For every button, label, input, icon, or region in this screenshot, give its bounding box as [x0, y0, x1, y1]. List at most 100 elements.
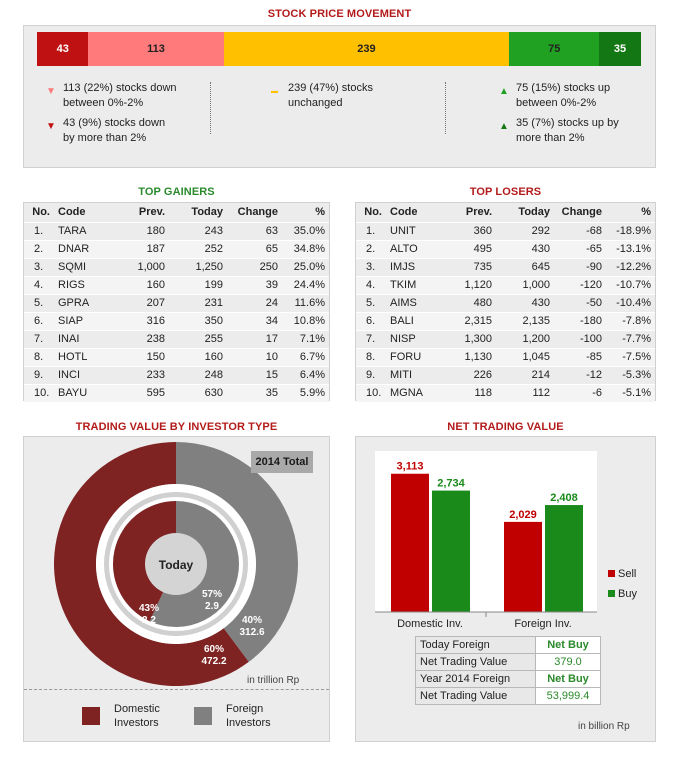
top-losers-table-panel: No. Code Prev. Today Change% 1. UNIT 360 292 -68…	[355, 202, 656, 402]
table-cell: 5.	[24, 293, 54, 312]
table-cell: 1.	[356, 221, 386, 240]
table-cell: 207	[114, 293, 169, 312]
table-cell: SIAP	[54, 311, 114, 330]
bar-buy	[432, 490, 470, 612]
table-cell: NISP	[386, 329, 441, 348]
table-cell: 1,000	[496, 275, 554, 294]
table-row: 4. RIGS 160 199 39 24.4%	[24, 275, 329, 294]
table-row: 9. INCI 233 248 15 6.4%	[24, 365, 329, 384]
ntv-year-value-label: Net Trading Value	[415, 687, 536, 705]
table-cell: -5.3%	[606, 365, 655, 384]
divider	[445, 82, 446, 134]
table-cell: 24.4%	[282, 275, 329, 294]
table-cell: 480	[441, 293, 496, 312]
table-row: 5. GPRA 207 231 24 11.6%	[24, 293, 329, 312]
table-cell: 9.	[356, 365, 386, 384]
table-cell: 250	[227, 257, 282, 276]
table-cell: 65	[227, 239, 282, 258]
table-cell: GPRA	[54, 293, 114, 312]
column-header: Change	[237, 206, 278, 219]
trading-value-panel: Today 43% 2.2 57% 2.9 60% 472.2 40% 312.6 2014 T…	[23, 436, 330, 742]
table-cell: 24	[227, 293, 282, 312]
column-header: Prev.	[465, 206, 492, 219]
table-cell: 199	[169, 275, 227, 294]
table-cell: MITI	[386, 365, 441, 384]
legend-text: 239 (47%) stocks unchanged	[288, 82, 373, 109]
dash-icon: ▬	[271, 88, 278, 95]
table-cell: DNAR	[54, 239, 114, 258]
table-cell: 1,000	[114, 257, 169, 276]
table-cell: UNIT	[386, 221, 441, 240]
bar-buy	[545, 505, 583, 612]
table-cell: 187	[114, 239, 169, 258]
table-cell: 1,200	[496, 329, 554, 348]
table-cell: 10.	[24, 383, 54, 402]
stock-movement-bar: 43 113 239 75 35	[37, 32, 641, 66]
outer-ring-foreign-slice	[176, 442, 298, 662]
total-badge: 2014 Total	[251, 451, 313, 473]
table-cell: 5.	[356, 293, 386, 312]
table-cell: -100	[554, 329, 606, 348]
table-cell: -10.4%	[606, 293, 655, 312]
table-cell: 10.	[356, 383, 386, 402]
table-cell: 10	[227, 347, 282, 366]
inner-foreign-val: 2.9	[205, 601, 219, 612]
down-triangle-icon: ▼	[46, 86, 56, 97]
movement-segment: 43	[37, 32, 89, 66]
up-triangle-icon: ▲	[499, 86, 509, 97]
category-label: Domestic Inv.	[397, 618, 463, 630]
table-cell: 6.	[24, 311, 54, 330]
legend-swatch-domestic	[82, 707, 100, 725]
outer-domestic-val: 472.2	[201, 656, 226, 667]
top-gainers-table-panel: No. Code Prev. Today Change% 1. TARA 180 243 63 3…	[23, 202, 330, 402]
table-cell: -68	[554, 221, 606, 240]
table-cell: 350	[169, 311, 227, 330]
table-cell: 7.1%	[282, 329, 329, 348]
table-cell: 4.	[24, 275, 54, 294]
table-cell: 8.	[356, 347, 386, 366]
table-cell: 34.8%	[282, 239, 329, 258]
table-cell: 5.9%	[282, 383, 329, 402]
ntv-year-value: 53,999.4	[535, 687, 601, 705]
table-cell: 2,135	[496, 311, 554, 330]
table-cell: 255	[169, 329, 227, 348]
down-triangle-icon: ▼	[46, 121, 56, 132]
table-row: 3. IMJS 735 645 -90 -12.2%	[356, 257, 655, 276]
legend-swatch-sell	[608, 570, 615, 577]
foreign-net-trading-table: Today Foreign Net Buy Net Trading Value …	[415, 636, 601, 705]
table-cell: 1,250	[169, 257, 227, 276]
table-cell: 25.0%	[282, 257, 329, 276]
table-row: 5. AIMS 480 430 -50 -10.4%	[356, 293, 655, 312]
table-cell: 35	[227, 383, 282, 402]
top-gainers-table: No. Code Prev. Today Change% 1. TARA 180 243 63 3…	[24, 203, 329, 402]
divider	[210, 82, 211, 134]
table-cell: 430	[496, 239, 554, 258]
table-cell: 2.	[24, 239, 54, 258]
legend-divider	[24, 689, 329, 690]
table-cell: -85	[554, 347, 606, 366]
table-cell: MGNA	[386, 383, 441, 402]
bar-sell	[504, 521, 542, 612]
category-label: Foreign Inv.	[514, 618, 571, 630]
table-cell: 160	[169, 347, 227, 366]
ntv-today-value-label: Net Trading Value	[415, 653, 536, 671]
inner-domestic-pct: 43%	[139, 603, 159, 614]
bar-value-label: 2,734	[437, 478, 465, 490]
center-hub	[145, 533, 207, 595]
table-cell: 9.	[24, 365, 54, 384]
table-cell: -7.8%	[606, 311, 655, 330]
table-cell: -180	[554, 311, 606, 330]
bar-value-label: 2,029	[509, 509, 537, 521]
bar-value-label: 3,113	[397, 461, 424, 473]
table-row: 10. MGNA 118 112 -6 -5.1%	[356, 383, 655, 402]
column-header: Today	[518, 206, 550, 219]
table-cell: 231	[169, 293, 227, 312]
table-cell: 243	[169, 221, 227, 240]
table-cell: 645	[496, 257, 554, 276]
table-cell: -10.7%	[606, 275, 655, 294]
top-gainers-title: TOP GAINERS	[138, 186, 215, 198]
table-cell: 1,120	[441, 275, 496, 294]
column-header: %	[315, 206, 325, 219]
trading-value-donut-chart: Today 43%2.2 57%2.9 60%472.2 40%312.6	[53, 442, 298, 686]
table-row: 10. BAYU 595 630 35 5.9%	[24, 383, 329, 402]
